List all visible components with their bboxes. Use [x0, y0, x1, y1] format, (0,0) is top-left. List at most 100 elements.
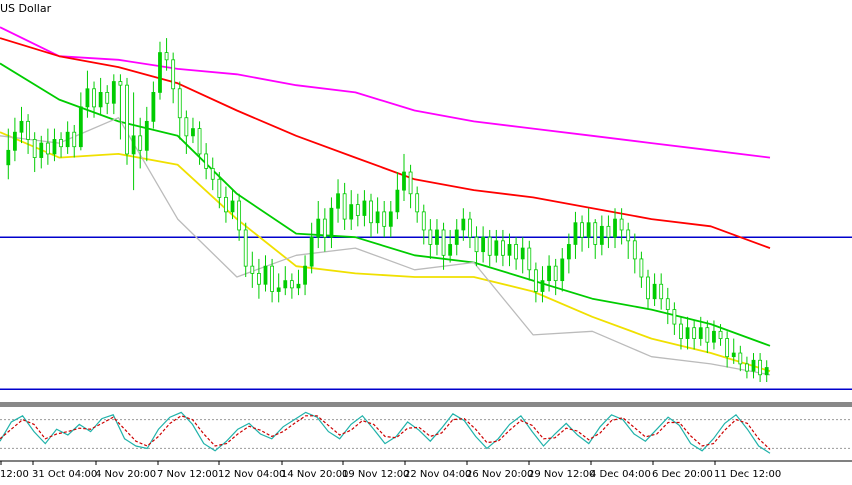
candle-body: [191, 128, 195, 137]
candle-body: [520, 247, 525, 260]
candle-body: [237, 200, 242, 231]
candle-body: [230, 200, 235, 213]
candle-body: [125, 84, 129, 155]
candle-body: [171, 59, 176, 90]
candle-body: [547, 265, 551, 282]
candle-body: [738, 352, 743, 365]
candle-body: [85, 88, 90, 108]
candle-body: [257, 272, 261, 285]
candle-body: [250, 265, 255, 274]
candle-body: [685, 327, 690, 339]
candle-body: [296, 283, 301, 289]
candle-body: [184, 117, 189, 137]
x-tick-label: 29 Nov 12:00: [528, 469, 595, 480]
candle-body: [276, 287, 281, 292]
candle-body: [144, 120, 149, 151]
candle-body: [494, 240, 499, 256]
candle-body: [533, 269, 538, 292]
candle-body: [639, 258, 644, 278]
candle-body: [527, 247, 532, 271]
candle-body: [725, 338, 730, 358]
x-tick-label: 19 Nov 12:00: [342, 469, 409, 480]
candle-body: [204, 153, 209, 169]
panel-separator: [0, 402, 852, 407]
candle-body: [388, 211, 393, 227]
candle-body: [263, 265, 268, 285]
candle-body: [448, 244, 453, 256]
candle-body: [59, 139, 63, 148]
candle-body: [72, 131, 77, 148]
candle-body: [98, 92, 103, 108]
x-tick-label: 6 Dec 20:00: [652, 469, 713, 480]
candle-body: [151, 92, 156, 122]
moving-average-3: [0, 131, 771, 372]
candle-body: [12, 131, 17, 151]
candle-body: [270, 265, 274, 292]
candle-body: [39, 142, 44, 158]
candle-body: [217, 178, 222, 198]
x-tick-label: 26 Nov 20:00: [466, 469, 533, 480]
candle-body: [745, 363, 749, 372]
candle-body: [197, 128, 202, 155]
candle-body: [177, 88, 182, 119]
candle-body: [454, 229, 459, 245]
candle-body: [316, 218, 321, 238]
candle-body: [118, 81, 123, 86]
candle-body: [751, 359, 756, 372]
candle-body: [619, 218, 624, 231]
candle-body: [586, 222, 591, 238]
candle-body: [131, 135, 136, 155]
candle-body: [138, 135, 143, 151]
candle-body: [599, 225, 604, 245]
stochastic-line-0: [0, 411, 771, 454]
candle-body: [474, 236, 479, 253]
candle-body: [243, 229, 248, 267]
chart-title: US Dollar: [0, 2, 52, 15]
x-tick-label: 11 Dec 12:00: [714, 469, 781, 480]
candle-body: [613, 218, 617, 238]
candle-body: [764, 367, 769, 376]
candle-body: [289, 280, 294, 289]
candle-body: [369, 200, 373, 224]
candle-body: [375, 211, 380, 224]
candle-body: [6, 149, 11, 166]
candle-body: [52, 139, 57, 155]
candle-body: [646, 276, 650, 300]
candle-body: [45, 142, 50, 155]
candle-body: [415, 193, 420, 213]
x-tick-label: 22 Nov 04:00: [404, 469, 471, 480]
candle-body: [698, 327, 703, 339]
candle-body: [731, 352, 736, 358]
candle-body: [382, 211, 387, 227]
candle-body: [355, 204, 360, 216]
candle-body: [659, 283, 664, 300]
candle-body: [632, 240, 637, 260]
candle-body: [758, 359, 763, 376]
x-tick-label: 12:00: [0, 469, 29, 480]
x-tick-label: 12 Nov 04:00: [218, 469, 285, 480]
candle-body: [329, 207, 334, 238]
candle-body: [507, 244, 512, 256]
x-tick-label: 4 Dec 04:00: [590, 469, 651, 480]
candle-body: [65, 131, 70, 148]
stochastic-line-1: [0, 415, 771, 450]
candle-body: [283, 280, 288, 289]
candle-body: [652, 283, 657, 300]
x-tick-label: 4 Nov 20:00: [95, 469, 156, 480]
candle-body: [111, 81, 116, 104]
candle-body: [395, 189, 400, 213]
candle-body: [672, 309, 677, 325]
candle-body: [487, 236, 492, 256]
candle-body: [553, 265, 558, 282]
candle-body: [441, 229, 446, 256]
candle-body: [540, 280, 545, 292]
candle-body: [665, 298, 670, 310]
candle-body: [566, 244, 571, 260]
candle-body: [481, 236, 486, 253]
candle-body: [679, 323, 683, 339]
candle-body: [164, 52, 169, 61]
candle-body: [303, 265, 307, 285]
moving-average-1: [0, 37, 771, 249]
candle-body: [692, 327, 697, 339]
